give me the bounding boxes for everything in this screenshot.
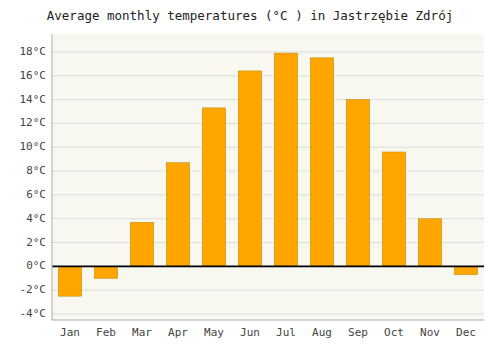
x-tick-label: Jul: [276, 326, 296, 339]
grid-line: [52, 147, 484, 148]
bar: [454, 266, 477, 274]
bar: [166, 163, 189, 267]
bar: [202, 108, 225, 266]
chart: -4°C -2°C 0°C 2°C 4°C 6°C 8°C 10°C 12°C 14°C 16°C 1…: [0, 0, 500, 350]
y-tick-label: -4°C: [20, 307, 47, 320]
plot-background: [52, 34, 484, 320]
chart-container: -4°C -2°C 0°C 2°C 4°C 6°C 8°C 10°C 12°C 14°C 16°C 1…: [0, 0, 500, 350]
x-tick-label: Oct: [384, 326, 404, 339]
zero-line: [52, 266, 484, 268]
x-tick-label: Jun: [240, 326, 260, 339]
x-tick-label: Apr: [168, 326, 188, 339]
y-tick-label: 14°C: [20, 93, 47, 106]
y-tick-label: 10°C: [20, 140, 47, 153]
y-tick-label: 4°C: [26, 212, 46, 225]
y-tick-label: 2°C: [26, 236, 46, 249]
x-tick-label: Sep: [348, 326, 368, 339]
grid-line: [52, 171, 484, 172]
bar: [274, 53, 297, 266]
grid-line: [52, 75, 484, 76]
x-tick-label: Aug: [312, 326, 332, 339]
grid-line: [52, 99, 484, 100]
grid-line: [52, 194, 484, 195]
x-tick-label: Feb: [96, 326, 116, 339]
x-tick-label: Nov: [420, 326, 440, 339]
bar: [130, 222, 153, 266]
x-axis-line: [52, 320, 484, 321]
grid-line: [52, 290, 484, 291]
grid-line: [52, 51, 484, 52]
bar: [310, 58, 333, 267]
bar: [238, 71, 261, 266]
x-tick-label: May: [204, 326, 224, 339]
y-tick-label: -2°C: [20, 283, 47, 296]
x-tick-label: Mar: [132, 326, 152, 339]
grid-line: [52, 266, 484, 267]
y-tick-label: 12°C: [20, 116, 47, 129]
bar: [94, 266, 117, 278]
y-tick-label: 8°C: [26, 164, 46, 177]
y-tick-label: 0°C: [26, 259, 46, 272]
y-tick-label: 18°C: [20, 45, 47, 58]
y-tick-label: 6°C: [26, 188, 46, 201]
grid-line: [52, 314, 484, 315]
bar: [346, 100, 369, 267]
bars: [58, 53, 477, 296]
y-axis-line: [52, 34, 53, 320]
bar: [382, 152, 405, 266]
x-tick-label: Jan: [60, 326, 80, 339]
grid-line: [52, 123, 484, 124]
bar: [58, 266, 81, 296]
x-tick-label: Dec: [456, 326, 476, 339]
title: Average monthly temperatures (°C ) in Ja…: [47, 8, 453, 23]
y-tick-label: 16°C: [20, 69, 47, 82]
bar: [418, 219, 441, 267]
